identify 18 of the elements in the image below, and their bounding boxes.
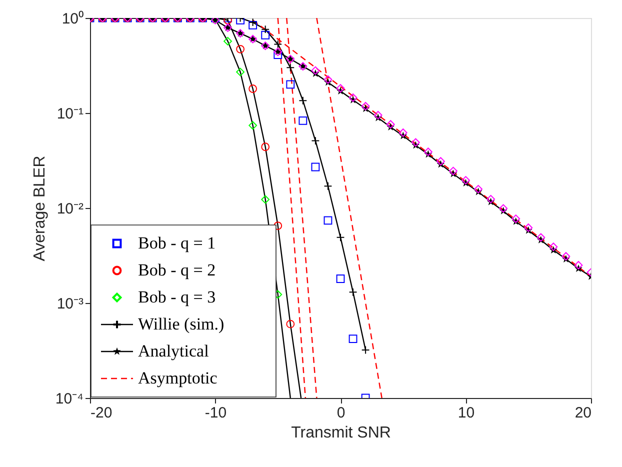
x-tick-label: -20 <box>90 404 112 422</box>
legend-label: Analytical <box>138 342 210 360</box>
x-tick-label: 0 <box>336 404 346 422</box>
x-tick-label: 10 <box>458 404 475 422</box>
legend-label: Bob - q = 2 <box>138 260 216 280</box>
x-tick-label: -10 <box>204 404 227 422</box>
legend-label: Asymptotic <box>138 368 218 388</box>
y-tick-label: 10⁰ <box>62 10 84 28</box>
x-tick-label: 20 <box>574 404 592 422</box>
legend-label: Bob - q = 1 <box>138 234 216 252</box>
legend-label: Willie (sim.) <box>138 314 224 334</box>
y-axis-title: Average BLER <box>31 156 48 262</box>
y-tick-label: 10⁻⁴ <box>55 390 84 408</box>
legend-label: Bob - q = 3 <box>138 288 216 306</box>
y-tick-label: 10⁻³ <box>56 296 84 312</box>
y-tick-label: 10⁻¹ <box>56 106 84 122</box>
y-tick-label: 10⁻² <box>56 200 84 218</box>
x-axis-title: Transmit SNR <box>291 424 391 442</box>
